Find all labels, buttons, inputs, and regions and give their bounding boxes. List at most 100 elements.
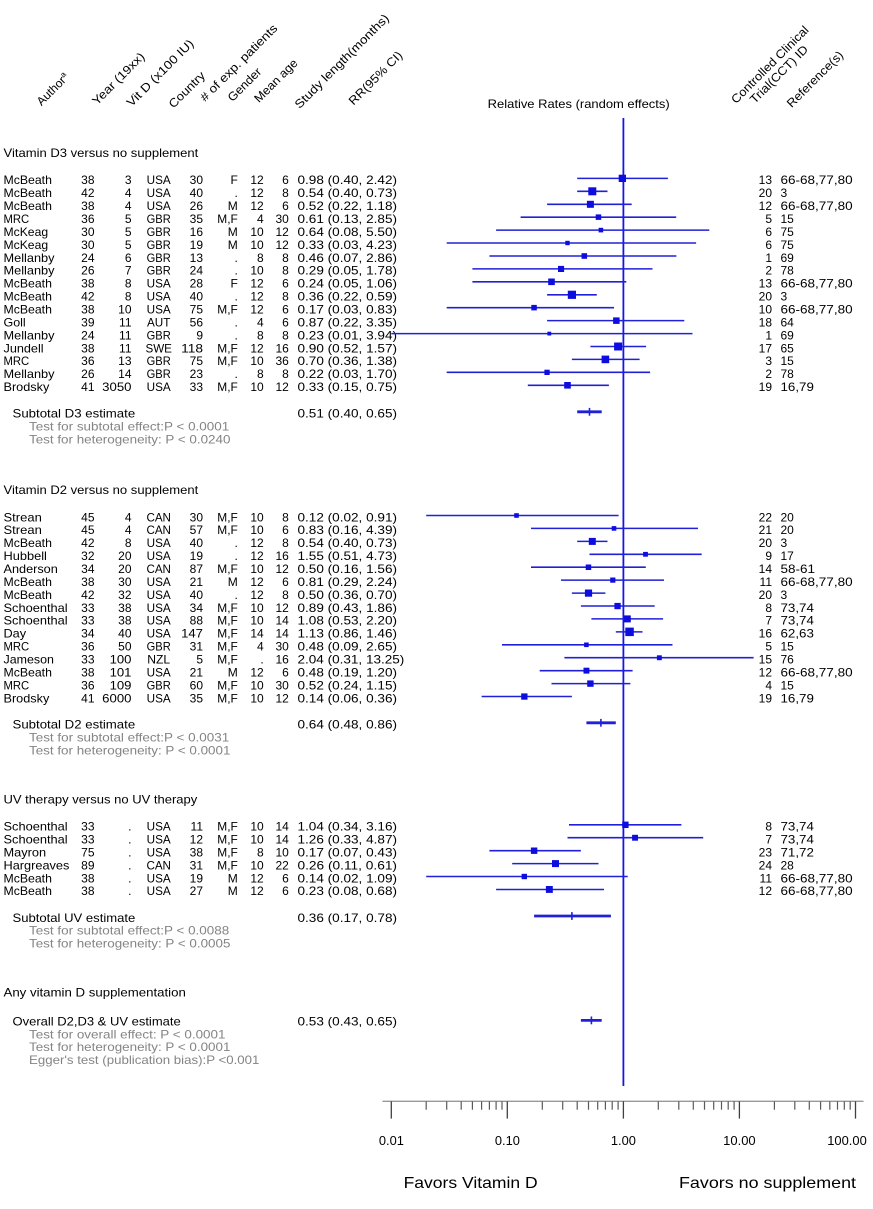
svg-text:66-68,77,80: 66-68,77,80 [781, 575, 853, 589]
svg-text:McBeath: McBeath [4, 536, 52, 550]
svg-text:50: 50 [118, 640, 132, 654]
svg-text:USA: USA [147, 871, 171, 885]
svg-text:GBR: GBR [147, 678, 171, 692]
svg-text:MRC: MRC [4, 678, 30, 692]
svg-text:34: 34 [190, 601, 204, 615]
svg-text:USA: USA [147, 303, 171, 317]
svg-text:21: 21 [190, 575, 204, 589]
svg-text:73,74: 73,74 [781, 820, 815, 834]
svg-text:60: 60 [190, 678, 204, 692]
svg-text:3: 3 [765, 354, 772, 368]
svg-text:16: 16 [275, 341, 289, 355]
svg-text:10: 10 [250, 820, 264, 834]
svg-text:16: 16 [275, 653, 289, 667]
svg-text:M,F: M,F [217, 691, 238, 705]
svg-text:Test for heterogeneity: P < 0.: Test for heterogeneity: P < 0.0001 [29, 1040, 231, 1054]
svg-text:1.26 (0.33, 4.87): 1.26 (0.33, 4.87) [298, 833, 398, 847]
svg-text:Brodsky: Brodsky [4, 380, 50, 394]
svg-text:12: 12 [250, 277, 264, 291]
svg-text:8: 8 [282, 251, 289, 265]
svg-text:USA: USA [147, 601, 171, 615]
svg-text:15: 15 [781, 678, 795, 692]
svg-text:8: 8 [257, 328, 264, 342]
svg-text:14: 14 [250, 627, 264, 641]
svg-text:36: 36 [81, 678, 95, 692]
svg-text:0.52 (0.22, 1.18): 0.52 (0.22, 1.18) [298, 199, 398, 213]
svg-text:10.00: 10.00 [723, 1134, 756, 1148]
svg-text:40: 40 [118, 627, 132, 641]
svg-text:Test for subtotal effect:P < 0: Test for subtotal effect:P < 0.0001 [29, 420, 230, 434]
svg-text:75: 75 [781, 225, 795, 239]
svg-text:57: 57 [190, 523, 204, 537]
svg-text:Mellanby: Mellanby [4, 328, 55, 342]
svg-text:6: 6 [282, 173, 289, 187]
svg-text:McBeath: McBeath [4, 884, 52, 898]
svg-text:M,F: M,F [217, 640, 238, 654]
svg-text:0.22 (0.03, 1.70): 0.22 (0.03, 1.70) [298, 367, 398, 381]
svg-text:8: 8 [282, 264, 289, 278]
svg-text:64: 64 [781, 315, 795, 329]
svg-text:0.01: 0.01 [379, 1134, 404, 1148]
svg-text:3: 3 [781, 186, 788, 200]
svg-text:75: 75 [781, 238, 795, 252]
svg-text:0.24 (0.05, 1.06): 0.24 (0.05, 1.06) [298, 277, 398, 291]
svg-text:McBeath: McBeath [4, 290, 52, 304]
svg-text:0.51 (0.40, 0.65): 0.51 (0.40, 0.65) [298, 407, 398, 421]
svg-text:3: 3 [781, 536, 788, 550]
svg-text:1.04 (0.34, 3.16): 1.04 (0.34, 3.16) [298, 820, 398, 834]
svg-text:0.26 (0.11, 0.61): 0.26 (0.11, 0.61) [298, 858, 398, 872]
svg-text:6: 6 [282, 871, 289, 885]
svg-text:10: 10 [275, 846, 289, 860]
svg-text:73,74: 73,74 [781, 601, 815, 615]
svg-text:USA: USA [147, 627, 171, 641]
svg-text:33: 33 [190, 380, 204, 394]
svg-text:10: 10 [250, 614, 264, 628]
svg-text:M: M [228, 884, 238, 898]
svg-text:73,74: 73,74 [781, 833, 815, 847]
svg-text:.: . [234, 328, 237, 342]
svg-text:19: 19 [759, 691, 773, 705]
svg-text:13: 13 [759, 277, 773, 291]
svg-text:4: 4 [257, 212, 264, 226]
svg-text:3050: 3050 [102, 380, 132, 394]
svg-text:0.64 (0.48, 0.86): 0.64 (0.48, 0.86) [298, 718, 398, 732]
svg-text:6: 6 [282, 575, 289, 589]
svg-text:14: 14 [275, 833, 289, 847]
svg-text:.: . [234, 186, 237, 200]
svg-text:36: 36 [81, 354, 95, 368]
svg-text:88: 88 [190, 614, 204, 628]
svg-text:32: 32 [81, 549, 95, 563]
svg-text:M,F: M,F [217, 627, 238, 641]
svg-text:.: . [234, 549, 237, 563]
svg-text:M: M [228, 238, 238, 252]
svg-text:8: 8 [257, 846, 264, 860]
svg-text:10: 10 [250, 238, 264, 252]
svg-text:M,F: M,F [217, 510, 238, 524]
svg-text:SWE: SWE [145, 341, 172, 355]
svg-text:M,F: M,F [217, 523, 238, 537]
svg-text:6: 6 [282, 277, 289, 291]
svg-text:M,F: M,F [217, 846, 238, 860]
svg-text:0.23 (0.01, 3.94): 0.23 (0.01, 3.94) [298, 328, 398, 342]
svg-text:10: 10 [250, 601, 264, 615]
svg-text:0.12 (0.02, 0.91): 0.12 (0.02, 0.91) [298, 510, 398, 524]
svg-text:42: 42 [81, 186, 95, 200]
svg-text:Test for heterogeneity: P < 0.: Test for heterogeneity: P < 0.0005 [29, 937, 231, 951]
svg-text:MRC: MRC [4, 354, 30, 368]
svg-text:M,F: M,F [217, 614, 238, 628]
svg-text:Subtotal D3 estimate: Subtotal D3 estimate [13, 407, 136, 421]
svg-text:66-68,77,80: 66-68,77,80 [781, 666, 853, 680]
svg-text:.: . [234, 251, 237, 265]
svg-text:8: 8 [765, 601, 772, 615]
svg-text:0.90 (0.52, 1.57): 0.90 (0.52, 1.57) [298, 341, 398, 355]
svg-text:12: 12 [250, 536, 264, 550]
svg-text:20: 20 [759, 186, 773, 200]
svg-text:Test for heterogeneity: P < 0.: Test for heterogeneity: P < 0.0001 [29, 743, 231, 757]
svg-text:McBeath: McBeath [4, 666, 52, 680]
svg-text:19: 19 [759, 380, 773, 394]
svg-text:USA: USA [147, 884, 171, 898]
svg-text:GBR: GBR [147, 640, 171, 654]
svg-text:16,79: 16,79 [781, 691, 815, 705]
svg-text:26: 26 [190, 199, 204, 213]
svg-text:6: 6 [282, 666, 289, 680]
